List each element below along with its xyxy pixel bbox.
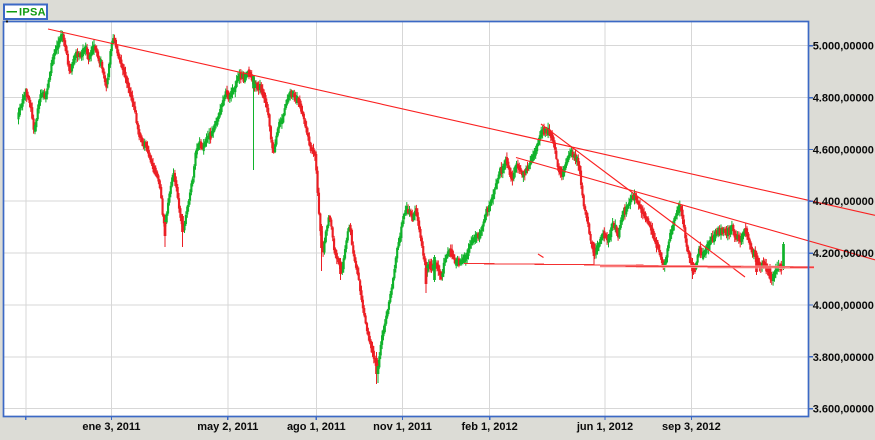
svg-text:jun 1, 2012: jun 1, 2012 [576,421,633,433]
svg-text:5.000,00000: 5.000,00000 [813,41,874,53]
svg-text:IPSA: IPSA [19,7,46,19]
svg-text:sep 3, 2012: sep 3, 2012 [662,421,721,433]
svg-text:3.600,00000: 3.600,00000 [813,404,874,416]
svg-text:nov 1, 2011: nov 1, 2011 [373,421,432,433]
svg-text:4.200,00000: 4.200,00000 [813,248,874,260]
svg-text:feb 1, 2012: feb 1, 2012 [461,421,517,433]
svg-text:ene 3, 2011: ene 3, 2011 [82,421,140,433]
svg-text:4.800,00000: 4.800,00000 [813,93,874,105]
svg-text:3.800,00000: 3.800,00000 [813,352,874,364]
svg-text:ago 1, 2011: ago 1, 2011 [287,421,346,433]
svg-text:4.600,00000: 4.600,00000 [813,144,874,156]
svg-text:4.000,00000: 4.000,00000 [813,300,874,312]
svg-text:may 2, 2011: may 2, 2011 [197,421,258,433]
svg-text:4.400,00000: 4.400,00000 [813,196,874,208]
